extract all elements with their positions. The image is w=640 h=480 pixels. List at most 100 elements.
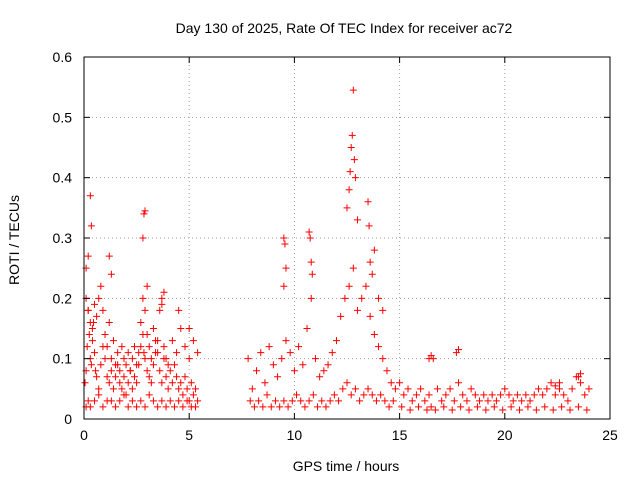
data-point	[541, 403, 549, 411]
data-point	[366, 258, 374, 266]
data-point	[339, 385, 347, 393]
data-points	[81, 86, 593, 414]
data-point	[581, 391, 589, 399]
data-point	[158, 379, 166, 387]
data-point	[103, 343, 111, 351]
y-tick-label: 0.6	[53, 49, 73, 65]
data-point	[551, 382, 559, 390]
data-point	[156, 306, 164, 314]
data-point	[457, 403, 465, 411]
data-point	[105, 379, 113, 387]
data-point	[87, 222, 95, 230]
data-point	[534, 385, 542, 393]
data-point	[459, 391, 467, 399]
data-point	[271, 397, 279, 405]
data-point	[335, 397, 343, 405]
data-point	[86, 318, 94, 326]
data-point	[299, 361, 307, 369]
data-point	[543, 385, 551, 393]
data-point	[421, 397, 429, 405]
data-point	[118, 385, 126, 393]
data-point	[130, 343, 138, 351]
data-point	[351, 385, 359, 393]
data-point	[326, 397, 334, 405]
data-point	[99, 306, 107, 314]
data-point	[501, 385, 509, 393]
data-point	[471, 391, 479, 399]
data-point	[347, 144, 355, 151]
data-point	[347, 391, 355, 399]
data-point	[154, 403, 162, 411]
data-point	[177, 379, 185, 387]
data-point	[158, 300, 166, 308]
data-point	[244, 355, 252, 363]
data-point	[137, 397, 145, 405]
data-point	[158, 294, 166, 302]
data-point	[154, 349, 162, 357]
data-point	[354, 216, 362, 224]
data-point	[175, 306, 183, 314]
data-point	[577, 379, 585, 387]
data-point	[192, 385, 200, 393]
data-point	[288, 397, 296, 405]
data-point	[160, 288, 168, 296]
data-point	[133, 403, 141, 411]
data-point	[116, 397, 124, 405]
data-point	[99, 403, 107, 411]
y-tick-label: 0.4	[53, 170, 73, 186]
data-point	[301, 403, 309, 411]
data-point	[128, 385, 136, 393]
data-point	[122, 361, 130, 369]
data-point	[143, 367, 151, 375]
data-point	[137, 318, 145, 326]
data-point	[549, 406, 557, 414]
data-point	[149, 361, 157, 369]
data-point	[265, 343, 273, 351]
data-point	[516, 406, 524, 414]
data-point	[143, 331, 151, 339]
data-point	[158, 397, 166, 405]
data-point	[107, 355, 115, 363]
chart-title: Day 130 of 2025, Rate Of TEC Index for r…	[176, 20, 513, 36]
data-point	[95, 391, 103, 399]
data-point	[181, 373, 189, 381]
data-point	[358, 294, 366, 302]
data-point	[255, 397, 263, 405]
data-point	[350, 156, 358, 164]
data-point	[130, 373, 138, 381]
data-point	[398, 403, 406, 411]
data-point	[128, 397, 136, 405]
data-point	[85, 331, 93, 339]
data-point	[311, 355, 319, 363]
data-point	[140, 210, 148, 218]
data-point	[324, 361, 332, 369]
data-point	[345, 282, 353, 290]
data-point	[187, 379, 195, 387]
data-point	[81, 379, 89, 387]
data-point	[368, 270, 376, 278]
data-point	[556, 385, 564, 393]
data-point	[87, 361, 95, 369]
data-point	[141, 306, 149, 314]
data-point	[91, 397, 99, 405]
data-point	[473, 403, 481, 411]
data-point	[269, 361, 277, 369]
data-point	[124, 379, 132, 387]
data-point	[341, 294, 349, 302]
data-point	[558, 403, 566, 411]
data-point	[135, 349, 143, 357]
data-point	[365, 222, 373, 230]
data-point	[507, 403, 515, 411]
data-point	[181, 343, 189, 351]
data-point	[381, 397, 389, 405]
data-point	[440, 403, 448, 411]
data-point	[95, 294, 103, 302]
data-point	[88, 325, 96, 332]
data-point	[322, 403, 330, 411]
data-point	[351, 174, 359, 182]
data-point	[133, 379, 141, 387]
data-point	[147, 355, 155, 363]
data-point	[387, 379, 395, 387]
data-point	[566, 406, 574, 414]
data-point	[518, 397, 526, 405]
